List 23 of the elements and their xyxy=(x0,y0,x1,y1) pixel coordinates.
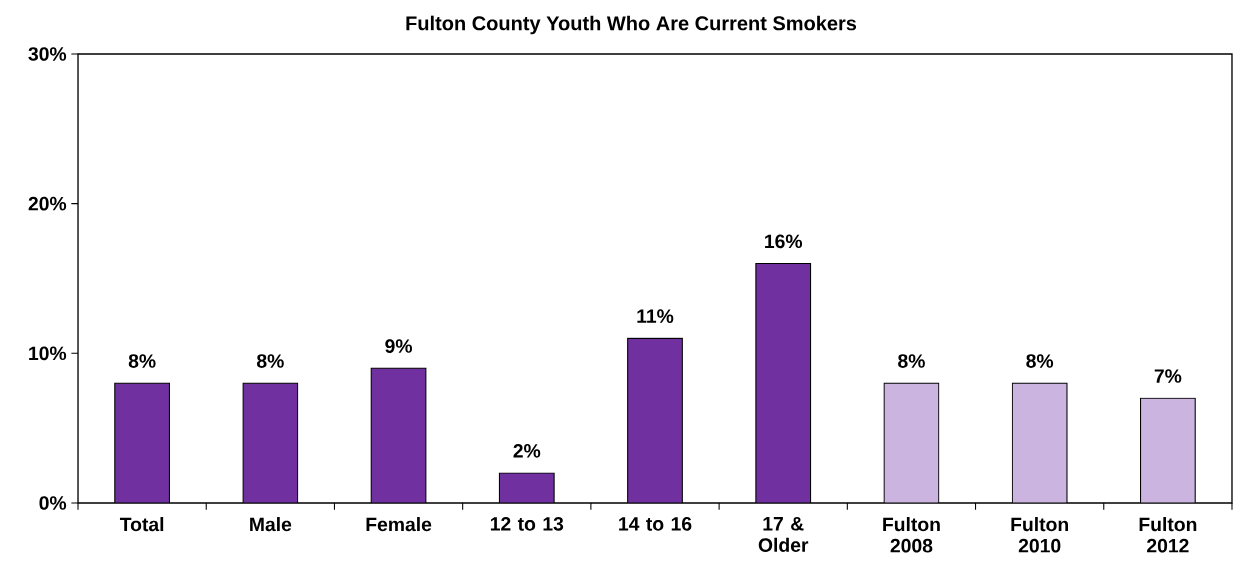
chart-title: Fulton County Youth Who Are Current Smokers xyxy=(406,15,857,35)
x-tick-label: Fulton 2010 xyxy=(1011,517,1068,553)
x-tick-label: 12 to 13 xyxy=(490,517,564,531)
x-tick-label: Female xyxy=(366,517,432,532)
data-label: 2% xyxy=(513,444,541,458)
y-tick-label: 20% xyxy=(28,196,67,211)
y-tick-label: 0% xyxy=(39,496,67,510)
y-tick-label: 30% xyxy=(28,47,67,61)
data-label: 11% xyxy=(637,309,674,323)
data-label: 16% xyxy=(765,234,803,249)
data-label: 7% xyxy=(1154,369,1182,383)
data-label: 9% xyxy=(385,339,413,353)
y-tick-label: 10% xyxy=(29,346,67,361)
x-tick-label: Fulton 2012 xyxy=(1139,517,1197,553)
data-label: 8% xyxy=(256,354,284,368)
x-tick-label: Fulton 2008 xyxy=(883,517,940,553)
x-tick-label: Total xyxy=(119,517,164,532)
x-tick-label: Male xyxy=(250,517,292,532)
data-label: 8% xyxy=(128,354,156,368)
data-label: 8% xyxy=(1026,354,1054,368)
data-label: 8% xyxy=(898,354,925,368)
x-tick-label: 14 to 16 xyxy=(619,517,692,531)
x-tick-label: 17 & Older xyxy=(758,517,809,552)
